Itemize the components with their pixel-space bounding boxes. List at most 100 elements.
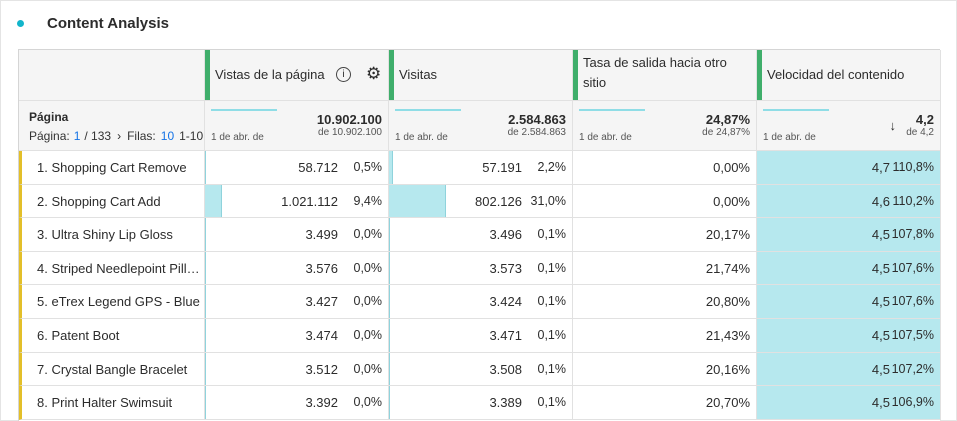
metric-cell: 3.471 0,1% [389, 319, 573, 353]
metric-cell: 3.508 0,1% [389, 352, 573, 387]
metric-percent: 110,8% [892, 160, 934, 174]
panel-dot [17, 20, 24, 27]
metric-value: 20,17% [705, 227, 750, 243]
pagination-page[interactable]: 1 [73, 129, 81, 143]
row-label: 1. Shopping Cart Remove [37, 160, 187, 175]
settings-icon[interactable]: ⚙ [366, 64, 382, 83]
metric-value: 4,5 [871, 328, 890, 343]
metric-cell: 4,5 107,8% [757, 218, 941, 252]
metric-cell: 1.021.112 9,4% [205, 184, 389, 219]
row-label-cell[interactable]: 2. Shopping Cart Add [19, 184, 205, 219]
metric-cell: 20,80% [573, 285, 757, 319]
column-handle [573, 50, 578, 100]
metric-value: 1.021.112 [281, 193, 338, 209]
metric-cell: 3.389 0,1% [389, 386, 573, 420]
metric-cell: 0,00% [573, 184, 757, 219]
sparkline [763, 109, 829, 111]
total-cell: 1 de abr. de 10.902.100 de 10.902.100 [205, 101, 389, 151]
percent-bar [205, 386, 206, 419]
metric-percent: 0,1% [537, 328, 567, 342]
row-label: 5. eTrex Legend GPS - Blue [37, 294, 200, 310]
metric-value: 58.712 [298, 160, 338, 175]
metric-value: 20,70% [705, 395, 750, 411]
metric-cell: 4,5 107,2% [757, 352, 941, 387]
metric-percent: 107,5% [891, 328, 934, 342]
total-cell: 1 de abr. de 4,2 de 4,2 ↓ [757, 101, 941, 151]
metric-cell: 21,43% [573, 319, 757, 353]
metric-value: 4,5 [871, 395, 890, 411]
metric-value: 3.471 [489, 328, 522, 343]
metric-value: 20,16% [705, 361, 750, 377]
metric-value: 57.191 [482, 160, 522, 175]
metric-percent: 0,5% [353, 160, 383, 174]
row-label-cell[interactable]: 5. eTrex Legend GPS - Blue [19, 285, 205, 319]
column-total: 2.584.863 [508, 112, 566, 127]
row-label-cell[interactable]: 7. Crystal Bangle Bracelet [19, 352, 205, 387]
pagination-rows-label: Filas: [127, 129, 156, 143]
total-cell: 1 de abr. de 24,87% de 24,87% [573, 101, 757, 151]
metric-cell: 21,74% [573, 251, 757, 286]
metric-value: 4,5 [871, 227, 890, 243]
column-total-sub: de 10.902.100 [318, 127, 382, 138]
metric-value: 3.496 [489, 227, 522, 243]
row-label: 4. Striped Needlepoint Pill… [37, 260, 200, 276]
percent-bar [205, 352, 206, 386]
column-header[interactable]: Velocidad del contenido [757, 50, 941, 101]
sort-arrow[interactable]: ↓ [889, 118, 897, 133]
metric-value: 21,74% [705, 260, 750, 276]
row-label-cell[interactable]: 8. Print Halter Swimsuit [19, 386, 205, 420]
metric-value: 0,00% [713, 193, 750, 209]
freeform-table: Vistas de la página i ⚙ Visitas Tasa de sali… [18, 49, 941, 421]
sparkline [211, 109, 277, 111]
metric-cell: 4,5 106,9% [757, 386, 941, 420]
metric-cell: 4,5 107,5% [757, 319, 941, 353]
row-label-cell[interactable]: 4. Striped Needlepoint Pill… [19, 251, 205, 286]
metric-percent: 0,1% [537, 260, 567, 275]
metric-percent: 0,1% [537, 294, 567, 309]
metric-value: 4,5 [871, 361, 890, 377]
metric-cell: 4,7 110,8% [757, 151, 941, 185]
total-cell: 1 de abr. de 2.584.863 de 2.584.863 [389, 101, 573, 151]
metric-value: 3.508 [489, 361, 522, 377]
column-header[interactable]: Vistas de la página i ⚙ [205, 50, 389, 101]
percent-bar [389, 151, 394, 184]
row-label-cell[interactable]: 1. Shopping Cart Remove [19, 151, 205, 185]
metric-percent: 107,6% [891, 294, 934, 309]
metric-cell: 20,16% [573, 352, 757, 387]
column-label: Velocidad del contenido [767, 67, 905, 82]
column-label: Tasa de salida hacia otro sitio [583, 55, 727, 90]
metric-cell: 3.573 0,1% [389, 251, 573, 286]
row-label-cell[interactable]: 6. Patent Boot [19, 319, 205, 353]
pagination-rows[interactable]: 10 [160, 129, 175, 143]
metric-value: 20,80% [705, 294, 750, 310]
metric-percent: 2,2% [537, 160, 567, 174]
metric-percent: 0,1% [537, 227, 567, 242]
percent-bar [205, 151, 206, 184]
metric-cell: 20,70% [573, 386, 757, 420]
column-header[interactable]: Visitas [389, 50, 573, 101]
metric-percent: 31,0% [530, 193, 566, 208]
column-handle [757, 50, 762, 100]
column-header[interactable]: Tasa de salida hacia otro sitio [573, 50, 757, 101]
percent-bar [389, 184, 447, 218]
column-handle [389, 50, 394, 100]
metric-value: 3.573 [489, 260, 522, 276]
percent-bar [389, 218, 390, 251]
column-total-sub: de 2.584.863 [507, 127, 566, 138]
row-label-cell[interactable]: 3. Ultra Shiny Lip Gloss [19, 218, 205, 252]
percent-bar [389, 386, 390, 419]
percent-bar [389, 352, 390, 386]
next-page[interactable]: › [117, 129, 122, 143]
sparkline [395, 109, 461, 111]
metric-percent: 0,0% [353, 294, 383, 309]
info-icon[interactable]: i [336, 67, 351, 82]
percent-bar [205, 218, 206, 251]
sparkline [579, 109, 645, 111]
sparkline-label: 1 de abr. de [763, 132, 816, 143]
pagination: Página: 1/ 133 › Filas: 10 1-10 [29, 129, 204, 143]
metric-percent: 0,1% [537, 361, 567, 376]
pagination-range: 1-10 [179, 129, 204, 143]
metric-value: 802.126 [475, 193, 522, 209]
column-total: 24,87% [705, 112, 750, 127]
metric-cell: 20,17% [573, 218, 757, 252]
